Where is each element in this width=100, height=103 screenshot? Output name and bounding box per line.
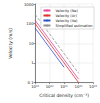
svg-text:10¹⁸: 10¹⁸ [31, 84, 39, 89]
svg-text:Velocity (m/s): Velocity (m/s) [8, 28, 13, 59]
svg-text:Velocity (Xe): Velocity (Xe) [55, 19, 78, 23]
svg-text:10²⁰: 10²⁰ [60, 84, 68, 89]
svg-text:1: 1 [31, 60, 34, 65]
svg-text:10²²: 10²² [89, 84, 97, 89]
svg-text:Critical density (cm⁻³): Critical density (cm⁻³) [39, 93, 89, 98]
svg-text:Simplified estimation: Simplified estimation [55, 24, 92, 28]
svg-text:10: 10 [29, 41, 34, 46]
svg-text:1000: 1000 [24, 2, 34, 7]
svg-text:Velocity (Ar): Velocity (Ar) [55, 14, 77, 18]
svg-text:10²¹: 10²¹ [75, 84, 83, 89]
svg-text:100: 100 [26, 21, 34, 26]
svg-text:0.1: 0.1 [27, 80, 34, 86]
svg-text:10¹⁹: 10¹⁹ [46, 84, 54, 89]
svg-text:Velocity (Ne): Velocity (Ne) [55, 9, 78, 13]
